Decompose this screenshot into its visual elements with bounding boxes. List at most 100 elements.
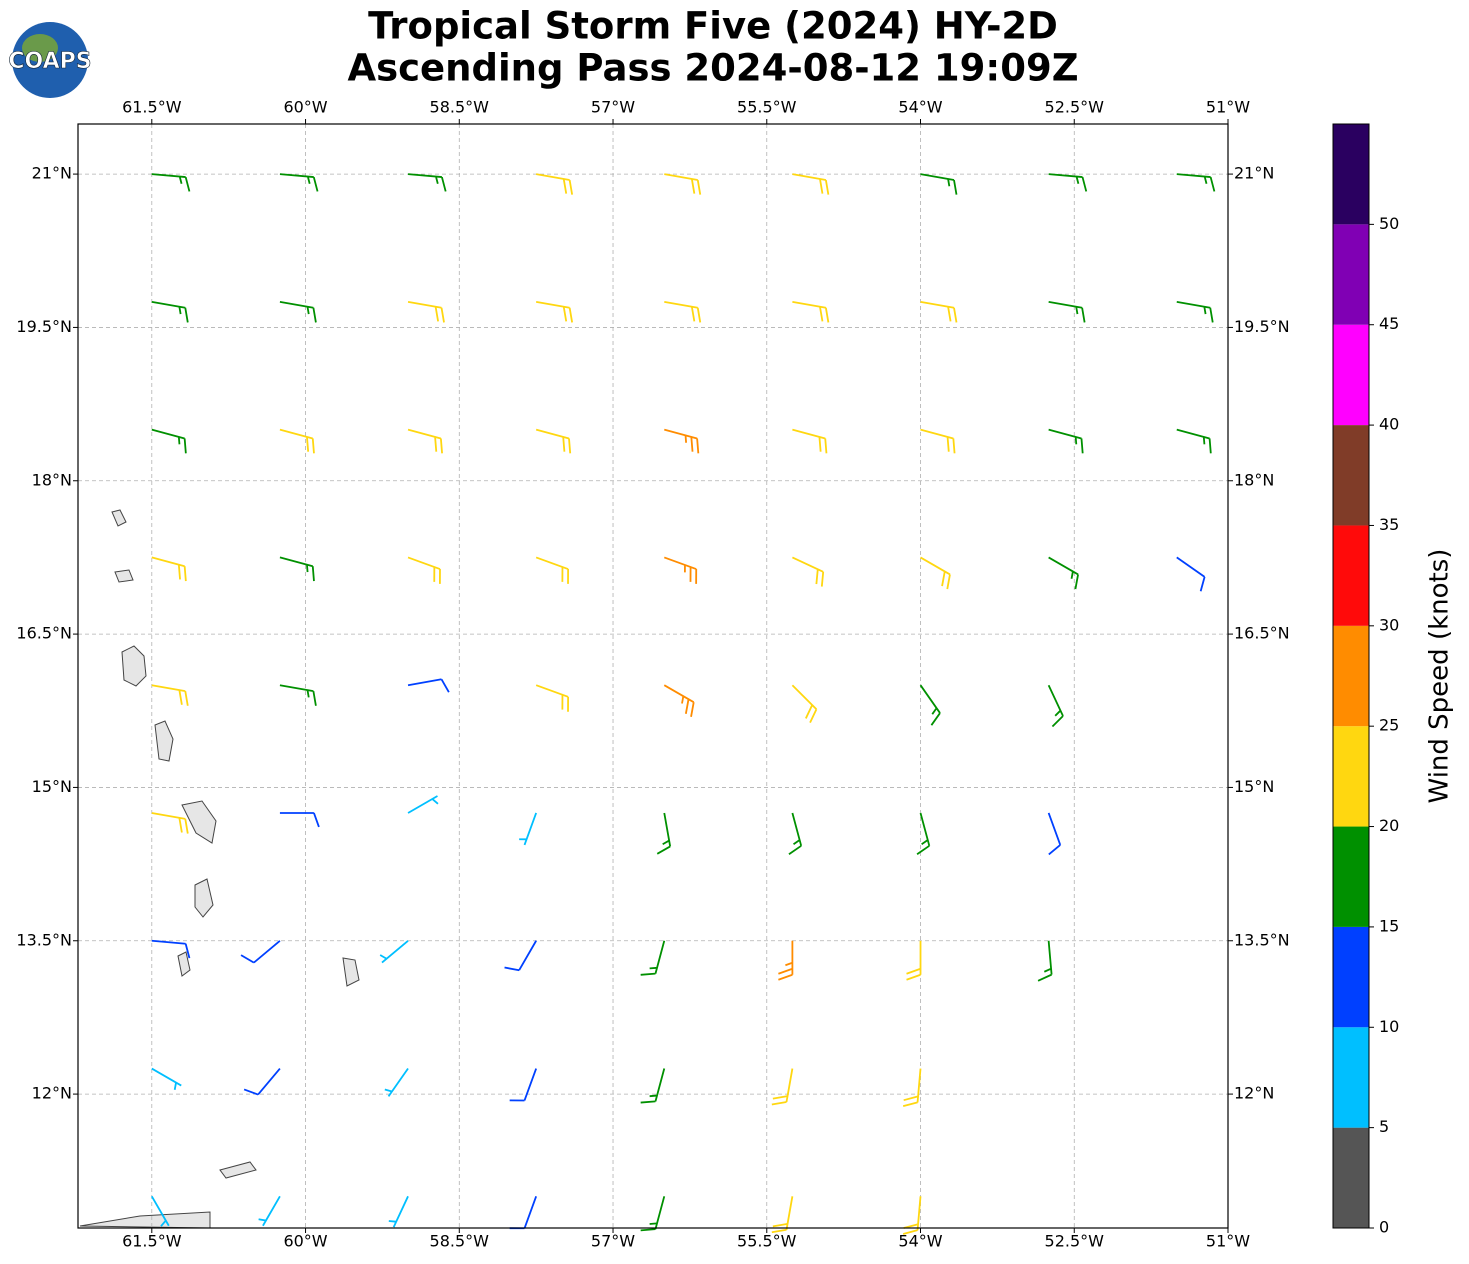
colorbar-segment — [1333, 525, 1369, 626]
y-tick-label: 19.5°N — [16, 317, 72, 336]
wind-barb — [663, 684, 695, 717]
chart-title: Tropical Storm Five (2024) HY-2D — [368, 5, 1058, 48]
wind-barb — [407, 795, 439, 814]
x-tick-label: 55.5°W — [737, 98, 797, 117]
wind-barb — [407, 173, 447, 192]
x-tick-label: 54°W — [898, 1232, 942, 1251]
wind-barb — [640, 1068, 666, 1104]
island — [114, 569, 134, 583]
y-tick-label: 18°N — [1234, 470, 1274, 489]
colorbar-tick-label: 20 — [1379, 816, 1399, 835]
wind-barb — [151, 812, 189, 834]
wind-barb — [151, 939, 191, 959]
island — [219, 1161, 257, 1179]
colorbar: 0 5 10 15 20 25 30 35 40 45 50 — [1332, 123, 1399, 1237]
wind-barb — [535, 684, 570, 712]
wind-barb — [656, 812, 672, 855]
wind-barb — [919, 684, 941, 726]
x-tick-label: 52.5°W — [1045, 1232, 1105, 1251]
wind-barb — [1176, 173, 1216, 192]
wind-barb — [792, 173, 830, 195]
map-frame — [77, 123, 1229, 1229]
x-tick-label: 58.5°W — [430, 98, 490, 117]
colorbar-segment — [1333, 1027, 1369, 1128]
wind-barb — [504, 940, 537, 972]
colorbar-tick-label: 25 — [1379, 716, 1399, 735]
wind-barb — [792, 300, 830, 323]
land — [79, 509, 360, 1229]
logo-text: COAPS — [8, 49, 91, 74]
x-tick-label: 61.5°W — [122, 98, 182, 117]
wind-barb — [792, 556, 825, 587]
wind-barb — [1048, 428, 1084, 454]
wind-barb — [771, 1196, 794, 1234]
wind-barb — [379, 940, 409, 964]
logo: COAPS — [8, 22, 92, 98]
wind-barb — [240, 940, 281, 964]
wind-barb — [916, 812, 931, 856]
y-tick-label: 19.5°N — [1234, 317, 1290, 336]
wind-barb — [151, 300, 189, 323]
wind-barb — [279, 173, 319, 192]
wind-barb — [151, 173, 191, 192]
wind-barb — [1048, 556, 1079, 590]
colorbar-tick-label: 45 — [1379, 314, 1399, 333]
x-tick-label: 60°W — [283, 1232, 327, 1251]
wind-barb — [151, 684, 189, 706]
wind-barb — [664, 173, 702, 195]
colorbar-segment — [1333, 224, 1369, 325]
colorbar-tick-label: 40 — [1379, 415, 1399, 434]
wind-barb — [519, 812, 538, 846]
colorbar-tick-label: 5 — [1379, 1117, 1389, 1136]
y-tick-label: 18°N — [32, 470, 72, 489]
logo-land — [22, 34, 58, 62]
wind-barb — [664, 428, 700, 454]
wind-barb — [151, 1067, 182, 1091]
wind-barb — [664, 300, 702, 323]
wind-barb — [902, 1068, 922, 1108]
barbs — [151, 173, 1216, 1235]
y-tick-label: 21°N — [1234, 164, 1274, 183]
colorbar-segment — [1333, 625, 1369, 727]
wind-barb — [407, 556, 441, 584]
colorbar-label: Wind Speed (knots) — [1425, 549, 1455, 804]
chart-title: Ascending Pass 2024-08-12 19:09Z — [347, 47, 1078, 90]
wind-barb — [279, 812, 320, 828]
colorbar-segment — [1333, 324, 1369, 426]
colorbar-tick-label: 50 — [1379, 214, 1399, 233]
wind-barb — [509, 1196, 538, 1230]
wind-barb — [920, 556, 951, 590]
x-tick-label: 51°W — [1206, 98, 1250, 117]
wind-barb — [1176, 428, 1212, 454]
colorbar-tick-label: 35 — [1379, 515, 1399, 534]
island — [154, 720, 174, 762]
x-tick-label: 52.5°W — [1045, 98, 1105, 117]
wind-barb — [920, 300, 958, 323]
wind-barb — [920, 428, 956, 454]
colorbar-segment — [1333, 926, 1369, 1028]
colorbar-segment — [1333, 826, 1369, 927]
y-tick-label: 12°N — [32, 1084, 72, 1103]
island — [121, 645, 147, 687]
wind-barb — [509, 1068, 538, 1102]
y-tick-label: 13.5°N — [16, 930, 72, 949]
colorbar-tick-label: 0 — [1379, 1218, 1389, 1237]
wind-barb — [279, 684, 317, 706]
wind-barb — [407, 428, 443, 454]
wind-barb — [384, 1068, 409, 1097]
colorbar-tick-label: 10 — [1379, 1017, 1399, 1036]
y-tick-label: 21°N — [32, 164, 72, 183]
grid — [78, 124, 1229, 1228]
wind-barb — [1048, 173, 1088, 192]
island — [79, 1211, 211, 1229]
colorbar-tick-label: 30 — [1379, 615, 1399, 634]
island — [177, 951, 191, 977]
wind-barb — [535, 173, 574, 195]
x-tick-label: 58.5°W — [430, 1232, 490, 1251]
y-tick-label: 13.5°N — [1234, 930, 1290, 949]
wind-barb — [279, 556, 315, 582]
wind-barb — [902, 1196, 922, 1235]
wind-barb — [640, 940, 666, 976]
wind-barb — [535, 428, 572, 454]
